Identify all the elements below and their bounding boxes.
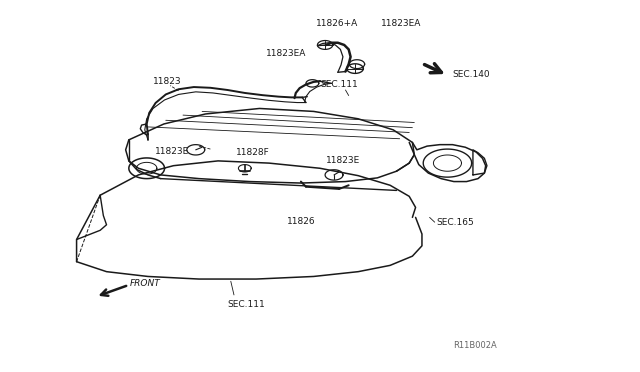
Text: SEC.165: SEC.165	[436, 218, 474, 227]
Text: SEC.111: SEC.111	[228, 301, 266, 310]
Text: FRONT: FRONT	[130, 279, 161, 288]
Text: 11823E: 11823E	[155, 147, 189, 156]
Text: 11823EA: 11823EA	[381, 19, 421, 28]
Text: 11823E: 11823E	[326, 156, 360, 165]
Text: 11826: 11826	[287, 217, 316, 226]
Text: R11B002A: R11B002A	[453, 341, 497, 350]
Text: 11823: 11823	[153, 77, 181, 86]
Text: 11823EA: 11823EA	[266, 48, 306, 58]
Text: 11828F: 11828F	[236, 148, 269, 157]
Text: 11826+A: 11826+A	[316, 19, 358, 28]
Text: SEC.111: SEC.111	[320, 80, 358, 89]
Text: SEC.140: SEC.140	[452, 70, 490, 79]
